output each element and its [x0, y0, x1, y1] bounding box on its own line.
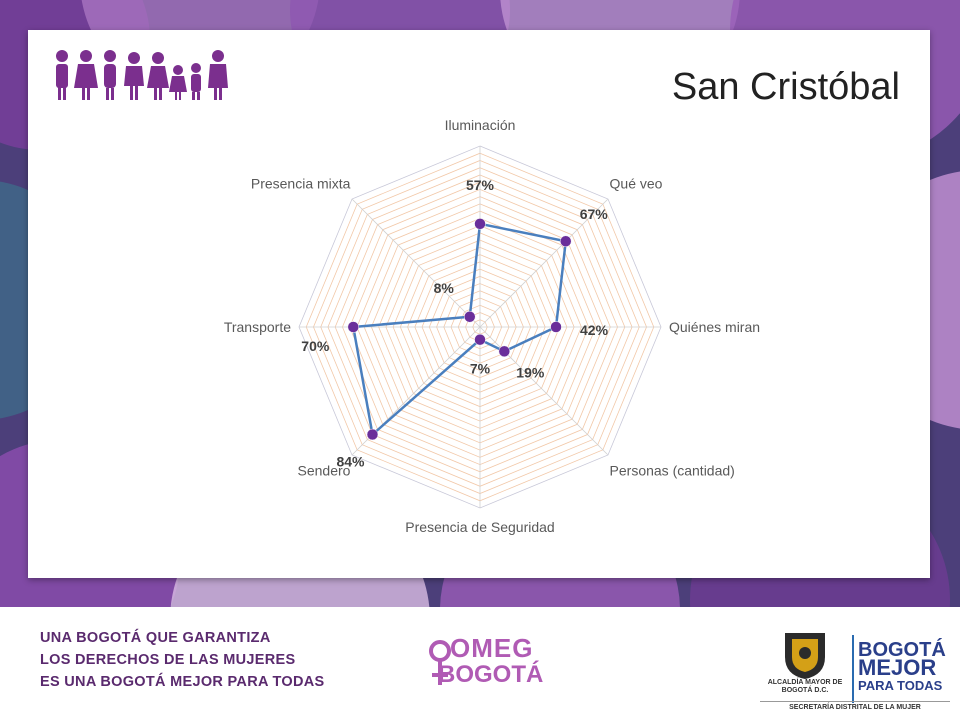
divider	[852, 635, 854, 703]
slogan-line: ES UNA BOGOTÁ MEJOR PARA TODAS	[40, 674, 325, 690]
category-label: Qué veo	[610, 175, 663, 191]
category-labels: Iluminación Qué veo Quiénes miran Personas …	[224, 117, 760, 535]
radar-spokes	[299, 146, 661, 508]
data-label: 8%	[434, 280, 455, 296]
family-figures-icon	[56, 50, 228, 100]
slogan-line: LOS DERECHOS DE LAS MUJERES	[40, 652, 296, 668]
brand-line-2: MEJOR	[858, 655, 937, 680]
data-label: 42%	[580, 322, 609, 338]
omeg-logo-top: OMEG	[450, 633, 534, 663]
data-label: 67%	[580, 206, 609, 222]
omeg-logo-bottom: BOGOTÁ	[438, 661, 544, 688]
data-point	[474, 333, 486, 346]
slogan-line: UNA BOGOTÁ QUE GARANTIZA	[40, 630, 271, 646]
footer: UNA BOGOTÁ QUE GARANTIZA LOS DERECHOS DE…	[0, 607, 960, 720]
data-point	[474, 218, 486, 230]
bogota-crest-icon	[785, 633, 825, 679]
category-label: Presencia de Seguridad	[405, 519, 554, 535]
bogota-mejor-logo: BOGOTÁ MEJOR PARA TODAS	[858, 639, 946, 695]
radar-series	[347, 218, 572, 441]
omeg-logo: OMEG BOGOTÁ	[428, 629, 543, 699]
category-label: Transporte	[224, 319, 291, 335]
data-labels: 57% 67% 42% 19% 7% 84% 70% 8%	[301, 177, 608, 470]
category-label: Presencia mixta	[251, 175, 351, 191]
category-label: Personas (cantidad)	[610, 463, 735, 479]
secretaria-label: SECRETARÍA DISTRITAL DE LA MUJER	[760, 701, 950, 711]
spoke-line	[479, 198, 609, 328]
footer-slogan: UNA BOGOTÁ QUE GARANTIZA LOS DERECHOS DE…	[40, 627, 325, 693]
data-point	[498, 345, 511, 358]
page-title: San Cristóbal	[671, 66, 900, 108]
data-label: 57%	[466, 177, 495, 193]
data-point	[347, 321, 360, 333]
data-label: 7%	[470, 361, 491, 377]
category-label: Sendero	[298, 463, 351, 479]
brand-line-1: BOGOTÁ	[858, 639, 946, 661]
radar-chart: Iluminación Qué veo Quiénes miran Personas …	[224, 117, 760, 535]
chart-card: San Cristóbal Iluminación Qué veo Quiénes …	[28, 30, 930, 578]
category-label: Quiénes miran	[669, 319, 760, 335]
spoke-line	[351, 198, 481, 328]
data-point	[366, 428, 379, 441]
brand-line-3: PARA TODAS	[858, 678, 943, 693]
data-point	[550, 321, 562, 333]
data-label: 70%	[301, 338, 330, 354]
data-point	[560, 235, 572, 247]
female-symbol-icon	[429, 640, 451, 685]
spoke-line	[479, 326, 609, 456]
alcaldia-label: ALCALDÍA MAYOR DE BOGOTÁ D.C.	[767, 679, 843, 694]
data-point	[464, 311, 476, 323]
category-label: Iluminación	[445, 117, 516, 133]
data-label: 19%	[516, 364, 545, 380]
data-label: 84%	[336, 454, 365, 470]
